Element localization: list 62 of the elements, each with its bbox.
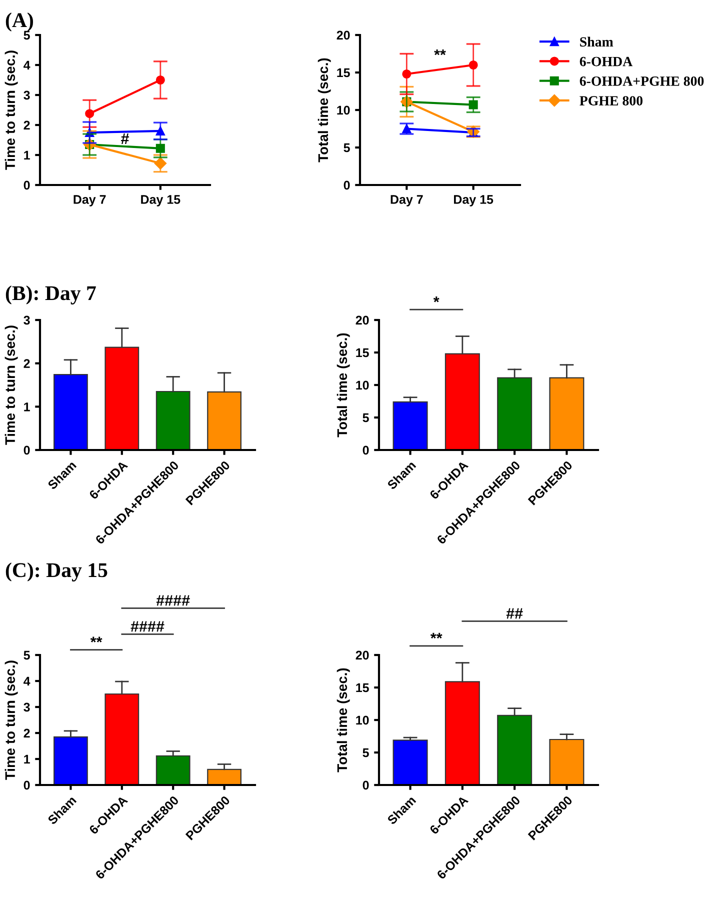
- x-tick-label: Day 7: [390, 195, 423, 206]
- y-tick-label: 3: [24, 90, 30, 100]
- y-tick-label: 20: [356, 316, 369, 325]
- text: **: [90, 636, 102, 642]
- bar: [392, 401, 428, 450]
- point: [468, 100, 478, 110]
- y-tick-label: 5: [362, 748, 369, 758]
- legend-label: PGHE 800: [580, 96, 643, 106]
- legend-label: 6-OHDA+PGHE 800: [580, 76, 704, 86]
- y-tick-label: 2: [24, 120, 30, 130]
- y-tick-label: 0: [362, 780, 369, 790]
- y-tick-label: 20: [356, 650, 369, 660]
- text: ####: [130, 621, 164, 632]
- y-tick-label: 10: [356, 380, 369, 390]
- y-axis-title: Time to turn (sec.): [4, 660, 18, 780]
- legend-label: Sham: [580, 36, 614, 47]
- y-axis-title: Total time (sec.): [318, 58, 331, 162]
- x-tick-label: Day 15: [141, 195, 180, 206]
- y-tick-label: 5: [362, 413, 369, 422]
- x-tick-label: Day 7: [74, 195, 106, 206]
- annotation: #: [121, 134, 129, 144]
- y-tick-label: 0: [24, 446, 30, 455]
- y-axis-title: Time to turn (sec.): [4, 50, 18, 170]
- bar: [156, 755, 190, 785]
- y-tick-label: 4: [24, 676, 30, 686]
- text: ####: [156, 595, 190, 606]
- y-tick-label: 15: [356, 348, 369, 358]
- y-tick-label: 0: [24, 780, 30, 790]
- chart-title: (B): Day 7: [6, 286, 96, 304]
- y-tick-label: 2: [24, 728, 30, 738]
- legend-label: 6-OHDA: [580, 56, 633, 66]
- text: *: [433, 296, 440, 302]
- y-tick-label: 15: [337, 68, 350, 78]
- y-tick-label: 2: [24, 359, 30, 368]
- y-tick-label: 4: [24, 60, 30, 70]
- chart-title: (C): Day 15: [6, 562, 108, 582]
- y-tick-label: 0: [362, 446, 369, 455]
- y-tick-label: 5: [344, 143, 350, 152]
- text: ##: [506, 608, 523, 619]
- y-tick-label: 0: [24, 180, 30, 190]
- y-tick-label: 3: [24, 702, 30, 712]
- annotation: **: [434, 49, 446, 56]
- y-tick-label: 10: [337, 106, 350, 115]
- bar: [207, 768, 242, 785]
- y-tick-label: 20: [336, 30, 350, 40]
- y-tick-label: 1: [24, 754, 30, 764]
- y-axis-title: Total time (sec.): [336, 668, 350, 772]
- chart-title: (A): [6, 12, 34, 32]
- text: **: [430, 632, 442, 639]
- y-tick-label: 1: [24, 150, 30, 160]
- bar: [549, 738, 584, 785]
- y-axis-title: Time to turn (sec.): [4, 326, 18, 445]
- bar: [392, 740, 428, 785]
- y-tick-label: 3: [24, 316, 30, 325]
- y-tick-label: 10: [356, 716, 369, 725]
- y-axis-title: Total time (sec.): [336, 333, 350, 438]
- y-tick-label: 5: [24, 650, 30, 660]
- y-tick-label: 1: [24, 402, 30, 412]
- y-tick-label: 5: [24, 30, 30, 40]
- x-tick-label: Day 15: [454, 195, 494, 206]
- y-tick-label: 0: [344, 180, 350, 190]
- y-tick-label: 15: [356, 683, 369, 692]
